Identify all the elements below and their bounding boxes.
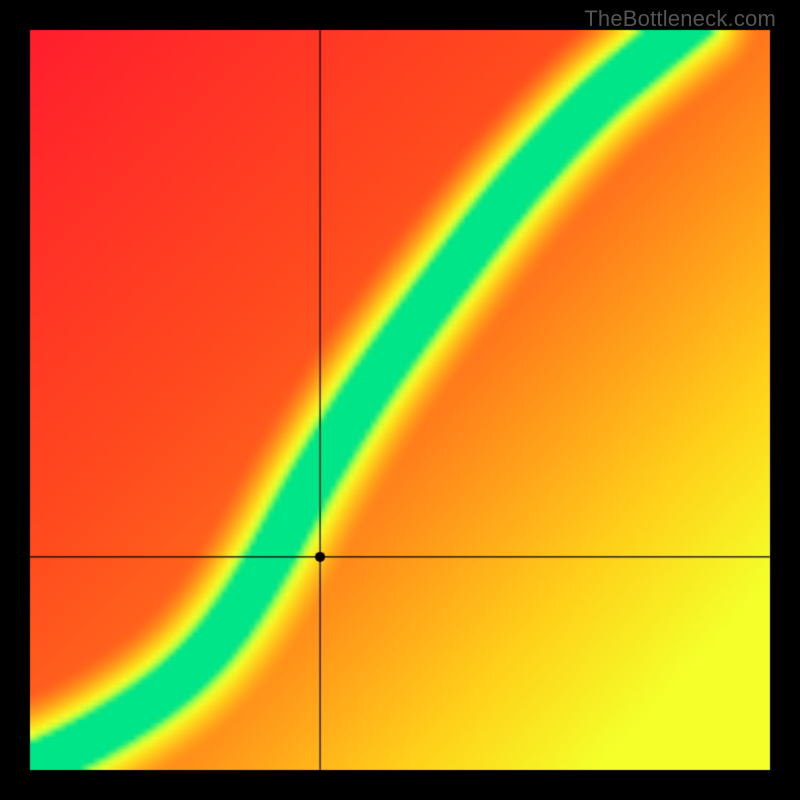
watermark-text: TheBottleneck.com bbox=[584, 6, 776, 32]
chart-root: TheBottleneck.com bbox=[0, 0, 800, 800]
crosshair-overlay bbox=[0, 0, 800, 800]
